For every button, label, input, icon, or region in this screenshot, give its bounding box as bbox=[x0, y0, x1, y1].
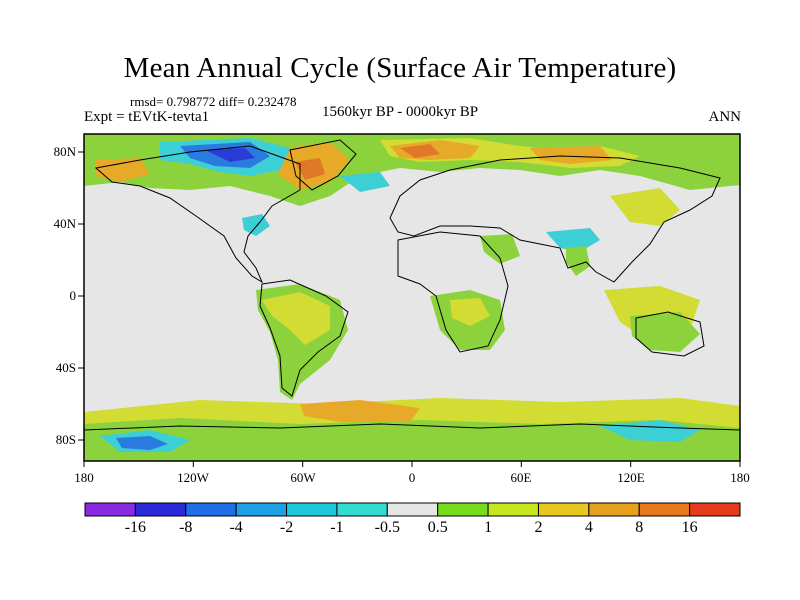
axis-ticks bbox=[78, 151, 741, 467]
anomaly-field bbox=[84, 134, 740, 461]
colorbar-label-7: 1 bbox=[484, 519, 493, 536]
colorbar-box-1 bbox=[134, 502, 187, 517]
eurasia-warm-patch bbox=[530, 146, 612, 164]
siberia-red-patch bbox=[400, 144, 440, 158]
lon-label-180w: 180 bbox=[74, 470, 94, 485]
lon-label-60e: 60E bbox=[510, 470, 532, 485]
australia-anomaly bbox=[630, 312, 700, 352]
colorbar-label-11: 16 bbox=[681, 519, 698, 536]
lat-label-40s: 40S bbox=[55, 360, 76, 375]
canada-dark-blue-patch bbox=[205, 148, 255, 162]
colorbar-label-6: 0.5 bbox=[427, 519, 448, 536]
colorbar-box-7 bbox=[437, 502, 489, 517]
season-label: ANN bbox=[708, 109, 742, 125]
lat-label-80s: 80S bbox=[55, 432, 76, 447]
east-asia-anomaly bbox=[610, 188, 680, 226]
greenland-red-patch bbox=[295, 158, 325, 180]
colorbar-label-0: -16 bbox=[124, 519, 147, 536]
plot-title: Mean Annual Cycle (Surface Air Temperatu… bbox=[123, 52, 677, 84]
coast-greenland bbox=[289, 139, 357, 191]
colorbar bbox=[84, 502, 741, 517]
period-label: 1560kyr BP - 0000kyr BP bbox=[322, 104, 479, 120]
southern-ocean-green bbox=[84, 418, 740, 461]
north-atlantic-cold bbox=[340, 172, 390, 192]
colorbar-box-10 bbox=[588, 502, 640, 517]
coastlines bbox=[83, 139, 741, 431]
coast-antarctica bbox=[83, 423, 741, 431]
colorbar-label-4: -1 bbox=[330, 519, 344, 536]
antarctica-cold-2 bbox=[116, 436, 168, 450]
coast-eurasia bbox=[389, 155, 721, 283]
lat-label-80n: 80N bbox=[53, 144, 76, 159]
asia-cyan bbox=[546, 228, 600, 252]
alaska-warm-patch bbox=[96, 158, 150, 182]
colorbar-label-2: -4 bbox=[229, 519, 243, 536]
south-america-yellow bbox=[262, 292, 330, 345]
colorbar-label-1: -8 bbox=[179, 519, 193, 536]
lon-label-180e: 180 bbox=[730, 470, 750, 485]
colorbar-box-8 bbox=[487, 502, 539, 517]
colorbar-box-12 bbox=[689, 502, 741, 517]
africa-yellow bbox=[450, 298, 490, 326]
lon-label-60w: 60W bbox=[290, 470, 316, 485]
coast-australia bbox=[635, 311, 705, 357]
colorbar-label-3: -2 bbox=[279, 519, 294, 536]
antarctica-warm bbox=[300, 400, 420, 422]
colorbar-box-2 bbox=[185, 502, 237, 517]
coast-africa bbox=[397, 231, 509, 353]
colorbar-box-3 bbox=[235, 502, 288, 517]
north-america-cyan bbox=[242, 214, 270, 236]
colorbar-box-6 bbox=[386, 502, 439, 517]
lat-label-40n: 40N bbox=[53, 216, 76, 231]
colorbar-box-0 bbox=[84, 502, 136, 517]
lon-label-0: 0 bbox=[408, 470, 416, 485]
arabia-anomaly bbox=[480, 234, 520, 264]
india-anomaly bbox=[566, 246, 590, 276]
colorbar-box-9 bbox=[537, 502, 590, 517]
colorbar-label-8: 2 bbox=[534, 519, 543, 536]
colorbar-label-9: 4 bbox=[584, 519, 593, 536]
colorbar-label-5: -0.5 bbox=[374, 519, 400, 536]
lon-label-120e: 120E bbox=[617, 470, 645, 485]
coast-south-america bbox=[259, 279, 349, 397]
colorbar-label-10: 8 bbox=[635, 519, 644, 536]
colorbar-box-4 bbox=[286, 502, 338, 517]
colorbar-box-11 bbox=[638, 502, 691, 517]
coast-north-america bbox=[94, 145, 301, 284]
experiment-label: Expt = tEVtK-tevta1 bbox=[84, 109, 210, 125]
lon-label-120w: 120W bbox=[177, 470, 209, 485]
stats-text: rmsd= 0.798772 diff= 0.232478 bbox=[130, 94, 297, 109]
lat-label-0: 0 bbox=[69, 288, 77, 303]
colorbar-box-5 bbox=[336, 502, 388, 517]
